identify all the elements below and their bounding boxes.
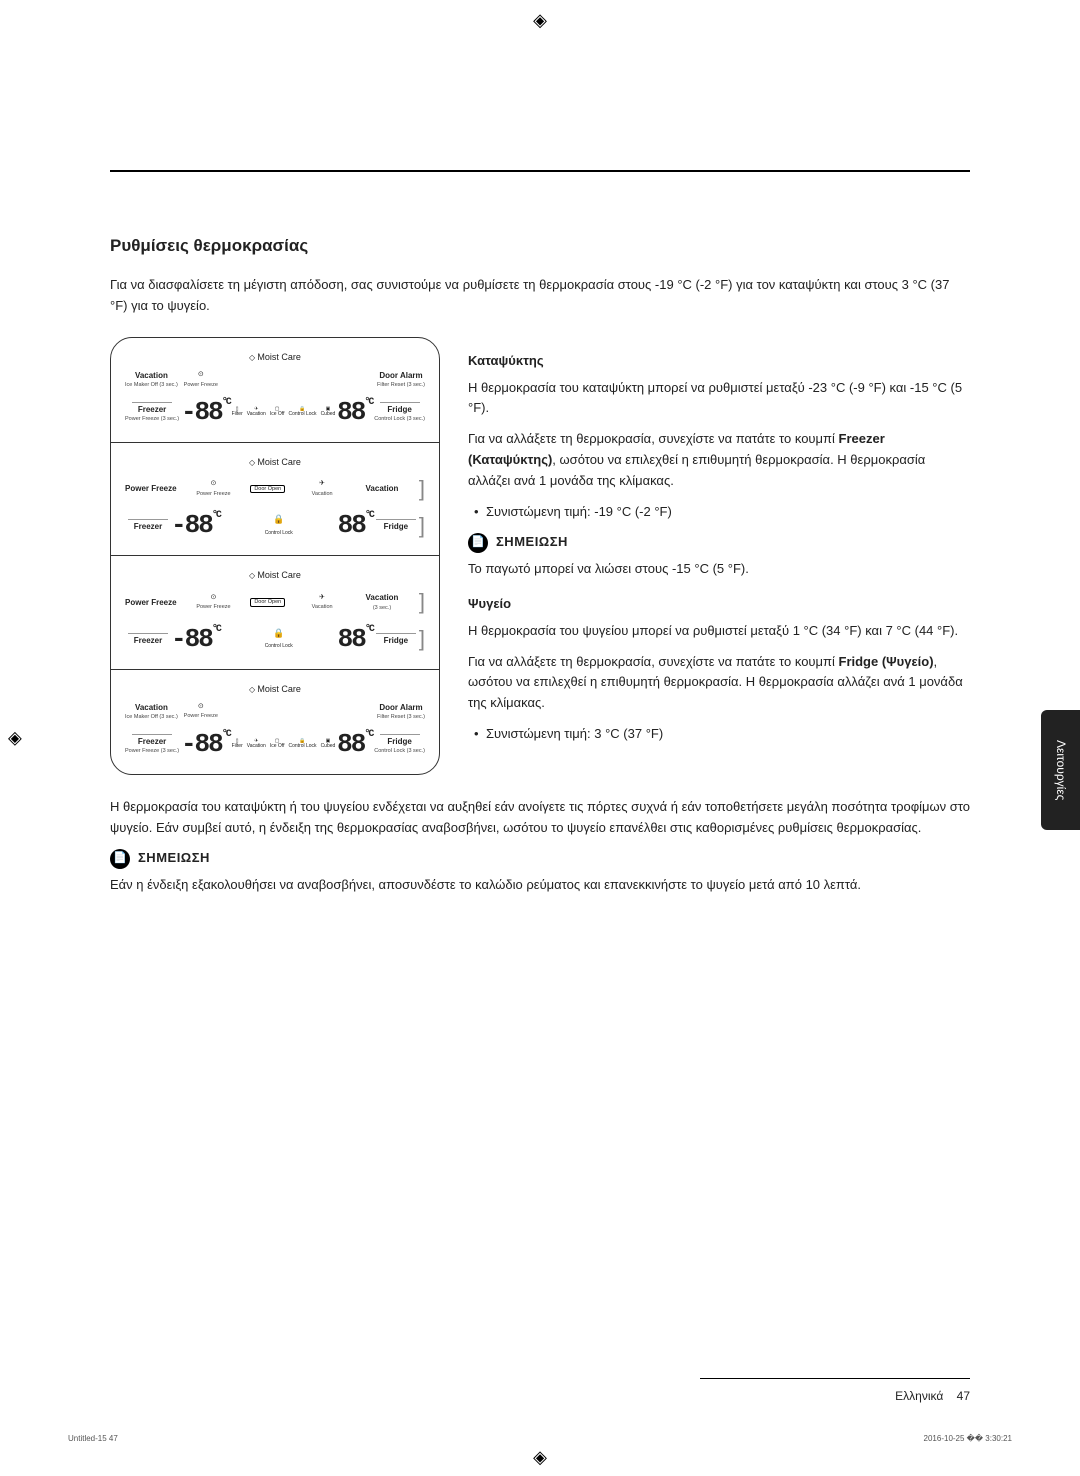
pf-3sec-sublabel: Power Freeze (3 sec.) [125, 416, 179, 423]
note-label: ΣΗΜΕΙΩΣΗ [138, 848, 210, 869]
fridge-temp-display: 88°C [337, 397, 372, 428]
fridge-heading: Ψυγείο [468, 594, 970, 615]
power-freeze-icon: ⊙ [211, 594, 217, 602]
moist-care-label: Moist Care [125, 682, 425, 697]
note2-text: Εάν η ένδειξη εξακολουθήσει να αναβοσβήν… [110, 875, 970, 896]
fridge-bullet: Συνιστώμενη τιμή: 3 °C (37 °F) [468, 724, 970, 745]
lock-icon: 🔒Control Lock [265, 628, 293, 649]
power-freeze-icon: ⊙ [211, 480, 217, 488]
door-alarm-label: Door Alarm [379, 703, 422, 713]
fridge-p2: Για να αλλάξετε τη θερμοκρασία, συνεχίστ… [468, 652, 970, 714]
lock-icon: 🔒Control Lock [288, 407, 316, 417]
print-right: 2016-10-25 �� 3:30:21 [924, 1433, 1012, 1446]
bracket-icon: ] [419, 626, 425, 652]
fridge-p1: Η θερμοκρασία του ψυγείου μπορεί να ρυθμ… [468, 621, 970, 642]
note-icon: 📄 [110, 849, 130, 869]
cubed-icon: ▣Cubed [321, 407, 336, 417]
note1-text: Το παγωτό μπορεί να λιώσει στους -15 °C … [468, 559, 970, 580]
intro-text: Για να διασφαλίσετε τη μέγιστη απόδοση, … [110, 275, 970, 317]
door-open-indicator: Door Open [250, 598, 285, 607]
filter-reset-sublabel: Filter Reset (3 sec.) [377, 382, 425, 389]
panel-variant-3: Moist Care Power Freeze ⊙ Power Freeze D… [111, 556, 439, 669]
door-alarm-label: Door Alarm [379, 371, 422, 381]
note-icon: 📄 [468, 533, 488, 553]
ice-off-sublabel: Ice Maker Off (3 sec.) [125, 382, 178, 389]
power-freeze-label: Power Freeze [184, 382, 218, 389]
footer-lang: Ελληνικά [895, 1389, 943, 1403]
print-footer: Untitled-15 47 2016-10-25 �� 3:30:21 [68, 1433, 1012, 1446]
freezer-label: Freezer [134, 522, 162, 532]
freezer-label: Freezer [138, 405, 166, 415]
panel-variant-2: Moist Care Power Freeze ⊙ Power Freeze D… [111, 443, 439, 556]
door-open-indicator: Door Open [250, 485, 285, 494]
fridge-temp-display: 88°C [337, 729, 372, 760]
fridge-label: Fridge [384, 522, 408, 532]
vacation-icon: ✈Vacation [247, 407, 266, 417]
note-label: ΣΗΜΕΙΩΣΗ [496, 532, 568, 553]
fridge-temp-display: 88°C [338, 510, 373, 541]
freezer-temp-display: -88°C [181, 729, 230, 760]
ice-off-icon: ▢Ice Off [270, 407, 285, 417]
bracket-icon: ] [419, 513, 425, 539]
section-title: Ρυθμίσεις θερμοκρασίας [110, 232, 970, 259]
panel-variant-1: Moist Care Vacation Ice Maker Off (3 sec… [111, 338, 439, 443]
freezer-temp-display: -88°C [171, 624, 220, 655]
crop-mark-icon: ◈ [8, 724, 22, 753]
vacation-icon: ✈ [319, 480, 325, 488]
fridge-label: Fridge [384, 636, 408, 646]
vacation-label: Vacation [135, 371, 168, 381]
freezer-bullet: Συνιστώμενη τιμή: -19 °C (-2 °F) [468, 502, 970, 523]
power-freeze-icon: ⊙ [198, 703, 204, 711]
filter-icon: ▯Filter [232, 739, 243, 749]
control-panel-diagrams: Moist Care Vacation Ice Maker Off (3 sec… [110, 337, 440, 775]
freezer-heading: Καταψύκτης [468, 351, 970, 372]
cubed-icon: ▣Cubed [321, 739, 336, 749]
moist-care-label: Moist Care [125, 350, 425, 365]
freezer-label: Freezer [134, 636, 162, 646]
panel-variant-4: Moist Care Vacation Ice Maker Off (3 sec… [111, 670, 439, 774]
ice-off-sublabel: Ice Maker Off (3 sec.) [125, 714, 178, 721]
crop-mark-icon: ◈ [533, 1443, 547, 1472]
horizontal-rule [110, 170, 970, 172]
vacation-label: Vacation [366, 484, 399, 494]
freezer-temp-display: -88°C [181, 397, 230, 428]
fridge-label: Fridge [387, 405, 411, 415]
vacation-label: Vacation [366, 593, 399, 603]
text-column: Καταψύκτης Η θερμοκρασία του καταψύκτη μ… [468, 337, 970, 775]
freezer-label: Freezer [138, 737, 166, 747]
fridge-temp-display: 88°C [338, 624, 373, 655]
power-freeze-label: Power Freeze [125, 598, 177, 608]
freezer-temp-display: -88°C [171, 510, 220, 541]
filter-icon: ▯Filter [232, 407, 243, 417]
status-icons: ▯Filter ✈Vacation ▢Ice Off 🔒Control Lock… [232, 739, 336, 749]
freezer-p1: Η θερμοκρασία του καταψύκτη μπορεί να ρυ… [468, 378, 970, 420]
vacation-label: Vacation [135, 703, 168, 713]
print-left: Untitled-15 47 [68, 1433, 118, 1446]
lock-icon: 🔒Control Lock [288, 739, 316, 749]
bottom-paragraph: Η θερμοκρασία του καταψύκτη ή του ψυγείο… [110, 797, 970, 839]
freezer-p2: Για να αλλάξετε τη θερμοκρασία, συνεχίστ… [468, 429, 970, 491]
status-icons: ▯Filter ✈Vacation ▢Ice Off 🔒Control Lock… [232, 407, 336, 417]
page-content: Ρυθμίσεις θερμοκρασίας Για να διασφαλίσε… [110, 70, 970, 1406]
crop-mark-icon: ◈ [533, 6, 547, 35]
lock-icon: 🔒Control Lock [265, 514, 293, 535]
footer-page-number: 47 [957, 1389, 970, 1403]
side-tab: Λειτουργίες [1041, 710, 1080, 830]
vacation-icon: ✈Vacation [247, 739, 266, 749]
page-footer: Ελληνικά 47 [700, 1378, 970, 1406]
power-freeze-icon: ⊙ [198, 371, 204, 379]
control-lock-sublabel: Control Lock (3 sec.) [374, 416, 425, 423]
moist-care-label: Moist Care [125, 455, 425, 470]
filter-reset-sublabel: Filter Reset (3 sec.) [377, 714, 425, 721]
fridge-label: Fridge [387, 737, 411, 747]
bracket-icon: ] [419, 476, 425, 502]
bracket-icon: ] [419, 589, 425, 615]
power-freeze-label: Power Freeze [125, 484, 177, 494]
moist-care-label: Moist Care [125, 568, 425, 583]
vacation-icon: ✈ [319, 594, 325, 602]
ice-off-icon: ▢Ice Off [270, 739, 285, 749]
